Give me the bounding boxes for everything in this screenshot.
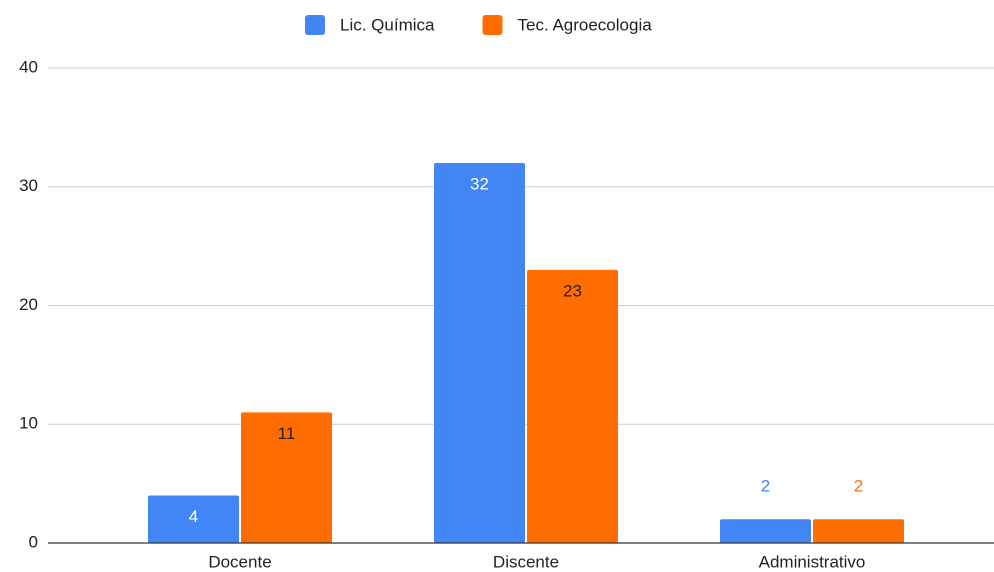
value-label: 2 (761, 477, 770, 496)
legend-swatch (482, 15, 503, 35)
x-tick-label: Docente (208, 552, 271, 571)
y-tick-label: 40 (19, 57, 38, 76)
y-tick-label: 30 (19, 176, 38, 195)
x-tick-label: Discente (493, 552, 559, 571)
legend-label: Lic. Química (340, 15, 435, 34)
value-label: 2 (854, 477, 863, 496)
y-tick-label: 10 (19, 414, 38, 433)
value-label: 23 (563, 281, 582, 300)
value-label: 32 (470, 174, 489, 193)
value-label: 4 (189, 507, 198, 526)
bar (148, 495, 239, 543)
bar (434, 163, 525, 543)
legend-swatch (305, 15, 325, 35)
y-tick-label: 20 (19, 295, 38, 314)
x-tick-label: Administrativo (759, 552, 866, 571)
bar (241, 412, 332, 543)
y-tick-label: 0 (29, 532, 38, 551)
value-label: 11 (278, 424, 296, 443)
bar (720, 519, 811, 543)
bar (527, 269, 618, 543)
bar (813, 519, 904, 543)
legend-label: Tec. Agroecologia (517, 15, 652, 34)
